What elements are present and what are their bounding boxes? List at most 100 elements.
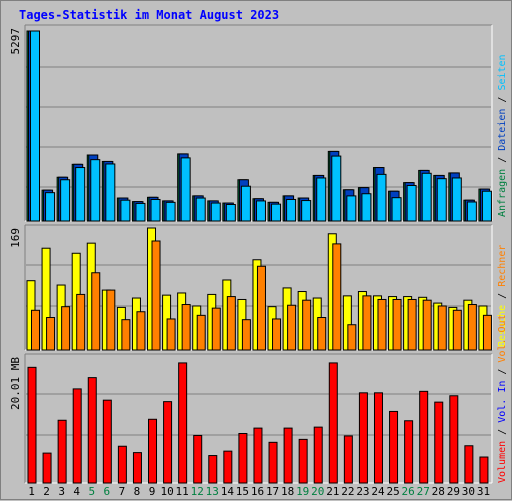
x-tick-label-13: 13 xyxy=(206,485,219,498)
x-tick-label-30: 30 xyxy=(462,485,475,498)
bar-rechner-3 xyxy=(61,306,71,351)
x-tick-label-21: 21 xyxy=(326,485,339,498)
bar-volumen-13 xyxy=(208,455,218,484)
bar-seiten-20 xyxy=(316,177,327,222)
x-tick-label-14: 14 xyxy=(221,485,235,498)
bar-volumen-12 xyxy=(193,434,203,484)
x-tick-label-10: 10 xyxy=(160,485,173,498)
x-tick-label-24: 24 xyxy=(371,485,385,498)
x-tick-label-19: 19 xyxy=(296,485,309,498)
bar-rechner-31 xyxy=(482,314,492,351)
bar-seiten-14 xyxy=(225,204,236,222)
bar-rechner-17 xyxy=(272,318,282,351)
bar-seiten-12 xyxy=(195,197,206,222)
x-tick-label-12: 12 xyxy=(191,485,204,498)
x-tick-label-1: 1 xyxy=(28,485,35,498)
bar-seiten-13 xyxy=(210,202,221,222)
bar-seiten-1 xyxy=(30,30,40,222)
bar-seiten-15 xyxy=(240,185,251,222)
bar-seiten-24 xyxy=(376,173,387,222)
bar-rechner-25 xyxy=(392,298,402,351)
legend-entry-dateien: Dateien xyxy=(497,109,508,151)
bar-volumen-1 xyxy=(27,366,37,484)
bar-seiten-30 xyxy=(466,201,477,222)
x-tick-label-7: 7 xyxy=(119,485,126,498)
bar-volumen-7 xyxy=(117,445,127,484)
legend-entry-vol-in: Vol. In xyxy=(497,381,508,423)
bar-seiten-28 xyxy=(436,178,447,222)
legend-bottom: Volumen / Vol. In / Vol. Out xyxy=(497,314,508,483)
bar-seiten-21 xyxy=(331,155,342,222)
bar-volumen-20 xyxy=(313,426,323,484)
x-tick-label-22: 22 xyxy=(341,485,354,498)
bar-seiten-11 xyxy=(180,157,191,222)
bar-rechner-15 xyxy=(241,319,251,351)
bar-seiten-19 xyxy=(301,200,312,222)
x-tick-label-3: 3 xyxy=(58,485,65,498)
bar-volumen-5 xyxy=(87,377,97,484)
legend-entry-seiten: Seiten xyxy=(497,54,508,90)
bar-volumen-23 xyxy=(358,392,368,484)
legend-entry-rechner: Rechner xyxy=(497,245,508,287)
bar-seiten-16 xyxy=(255,200,266,222)
bar-volumen-6 xyxy=(102,399,112,484)
bar-seiten-6 xyxy=(105,163,116,222)
x-tick-label-8: 8 xyxy=(134,485,141,498)
bar-rechner-29 xyxy=(452,309,462,351)
bar-seiten-9 xyxy=(150,198,161,222)
bar-volumen-16 xyxy=(253,427,263,484)
x-tick-label-9: 9 xyxy=(149,485,156,498)
bar-rechner-19 xyxy=(302,299,312,351)
bar-rechner-13 xyxy=(211,307,221,351)
bar-volumen-15 xyxy=(238,432,248,484)
x-tick-label-23: 23 xyxy=(356,485,369,498)
bar-seiten-18 xyxy=(286,198,297,222)
bar-volumen-8 xyxy=(132,452,142,484)
x-tick-label-26: 26 xyxy=(402,485,415,498)
bar-volumen-9 xyxy=(148,418,158,484)
bar-volumen-27 xyxy=(419,390,429,484)
bar-seiten-31 xyxy=(481,190,492,222)
bar-volumen-31 xyxy=(479,456,489,484)
bar-seiten-8 xyxy=(135,202,146,222)
bar-seiten-4 xyxy=(75,167,86,222)
x-tick-label-27: 27 xyxy=(417,485,430,498)
bar-volumen-21 xyxy=(328,362,338,484)
bar-volumen-3 xyxy=(57,419,67,484)
bar-rechner-2 xyxy=(46,317,56,351)
bar-volumen-28 xyxy=(434,401,444,484)
x-tick-label-25: 25 xyxy=(386,485,399,498)
bar-rechner-4 xyxy=(76,293,86,351)
x-tick-label-18: 18 xyxy=(281,485,294,498)
bar-rechner-6 xyxy=(106,289,116,351)
x-tick-label-31: 31 xyxy=(477,485,490,498)
chart-title: Tages-Statistik im Monat August 2023 xyxy=(19,8,280,22)
bar-rechner-14 xyxy=(226,296,236,351)
bar-rechner-5 xyxy=(91,272,101,351)
bar-volumen-19 xyxy=(298,438,308,484)
bar-seiten-3 xyxy=(60,179,71,222)
bar-rechner-26 xyxy=(407,298,417,351)
bar-rechner-21 xyxy=(332,243,342,351)
bar-volumen-24 xyxy=(373,392,383,484)
bar-rechner-18 xyxy=(287,304,297,351)
bar-rechner-24 xyxy=(377,298,387,351)
legend-entry-besuche: Besuche xyxy=(497,305,508,347)
x-tick-label-17: 17 xyxy=(266,485,279,498)
bar-rechner-8 xyxy=(136,311,146,351)
x-tick-label-28: 28 xyxy=(432,485,445,498)
bar-volumen-10 xyxy=(163,401,173,484)
x-tick-label-15: 15 xyxy=(236,485,249,498)
x-tick-label-6: 6 xyxy=(104,485,111,498)
bar-seiten-26 xyxy=(406,184,417,222)
bar-volumen-22 xyxy=(343,435,353,484)
bar-volumen-26 xyxy=(404,420,414,484)
bar-rechner-28 xyxy=(437,305,447,351)
x-tick-label-20: 20 xyxy=(311,485,324,498)
bar-rechner-20 xyxy=(317,317,327,351)
x-tick-label-16: 16 xyxy=(251,485,264,498)
bar-volumen-4 xyxy=(72,388,82,484)
bar-volumen-29 xyxy=(449,395,459,484)
